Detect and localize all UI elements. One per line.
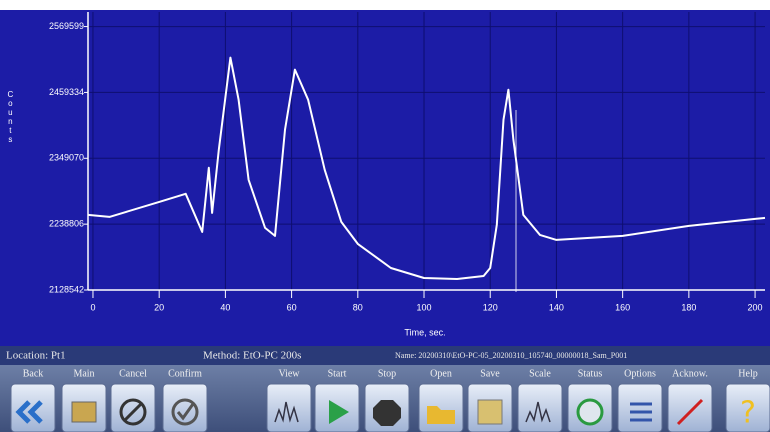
- button-label[interactable]: Acknow.: [672, 368, 708, 379]
- x-tick-label: 0: [90, 302, 95, 312]
- icon: ?: [740, 396, 756, 431]
- y-tick-label: 2569599: [49, 21, 84, 31]
- button-icon[interactable]: [568, 384, 612, 432]
- x-tick-label: 140: [549, 302, 564, 312]
- button-label[interactable]: Status: [578, 368, 603, 379]
- x-tick-label: 180: [681, 302, 696, 312]
- button-icon[interactable]: [11, 384, 55, 432]
- button-icon[interactable]: [668, 384, 712, 432]
- button-icon[interactable]: [365, 384, 409, 432]
- status-bar: [0, 346, 770, 365]
- button-label[interactable]: Help: [738, 368, 757, 379]
- button-icon[interactable]: [111, 384, 155, 432]
- button-face[interactable]: [618, 384, 662, 432]
- button-label[interactable]: Stop: [378, 368, 396, 379]
- button-face[interactable]: [419, 384, 463, 432]
- y-tick-label: 2459334: [49, 87, 84, 97]
- button-label[interactable]: Main: [73, 368, 94, 379]
- toolbar-button[interactable]: Confirm: [163, 368, 207, 432]
- icon: [72, 402, 96, 422]
- button-label[interactable]: Cancel: [119, 368, 147, 379]
- file-name: Name: 20200310\EtO-PC-05_20200310_105740…: [395, 351, 627, 360]
- x-tick-label: 160: [615, 302, 630, 312]
- button-label[interactable]: Save: [480, 368, 500, 379]
- button-label[interactable]: Confirm: [168, 368, 202, 379]
- y-tick-label: 2128542: [49, 284, 84, 294]
- x-tick-label: 40: [220, 302, 230, 312]
- x-tick-label: 200: [748, 302, 763, 312]
- button-label[interactable]: Start: [328, 368, 347, 379]
- icon: [373, 400, 401, 426]
- button-icon[interactable]: [62, 384, 106, 432]
- button-icon[interactable]: [315, 384, 359, 432]
- y-tick-label: 2238806: [49, 219, 84, 229]
- button-label[interactable]: Open: [430, 368, 452, 379]
- x-tick-label: 20: [154, 302, 164, 312]
- y-axis-label: Counts: [6, 90, 15, 144]
- button-face[interactable]: [668, 384, 712, 432]
- toolbar-button[interactable]: Acknow.: [668, 368, 712, 432]
- location: Location: Pt1: [6, 350, 66, 362]
- x-tick-label: 80: [353, 302, 363, 312]
- top-margin: [0, 0, 770, 10]
- button-icon[interactable]: [267, 384, 311, 432]
- chart-background: [0, 10, 770, 346]
- method: Method: EtO-PC 200s: [203, 350, 301, 362]
- x-tick-label: 120: [483, 302, 498, 312]
- button-icon[interactable]: [618, 384, 662, 432]
- x-axis-label: Time, sec.: [404, 327, 445, 337]
- screen: 2128542 2238806 2349070 2459334 2569599 0 20 40…: [0, 0, 770, 432]
- button-label[interactable]: View: [278, 368, 300, 379]
- x-tick-label: 60: [287, 302, 297, 312]
- page: 2128542 2238806 2349070 2459334 2569599 0 20 40…: [0, 0, 770, 432]
- button-icon[interactable]: [468, 384, 512, 432]
- button-icon[interactable]: [163, 384, 207, 432]
- y-tick-label: 2349070: [49, 153, 84, 163]
- button-label[interactable]: Scale: [529, 368, 551, 379]
- button-face[interactable]: [267, 384, 311, 432]
- button-label[interactable]: Options: [624, 368, 656, 379]
- button-icon[interactable]: [518, 384, 562, 432]
- button-label[interactable]: Back: [23, 368, 44, 379]
- button-icon[interactable]: ?: [726, 384, 770, 432]
- toolbar-button[interactable]: Options: [618, 368, 662, 432]
- icon: [478, 400, 502, 424]
- button-icon[interactable]: [419, 384, 463, 432]
- x-tick-label: 100: [417, 302, 432, 312]
- icon: [578, 400, 602, 424]
